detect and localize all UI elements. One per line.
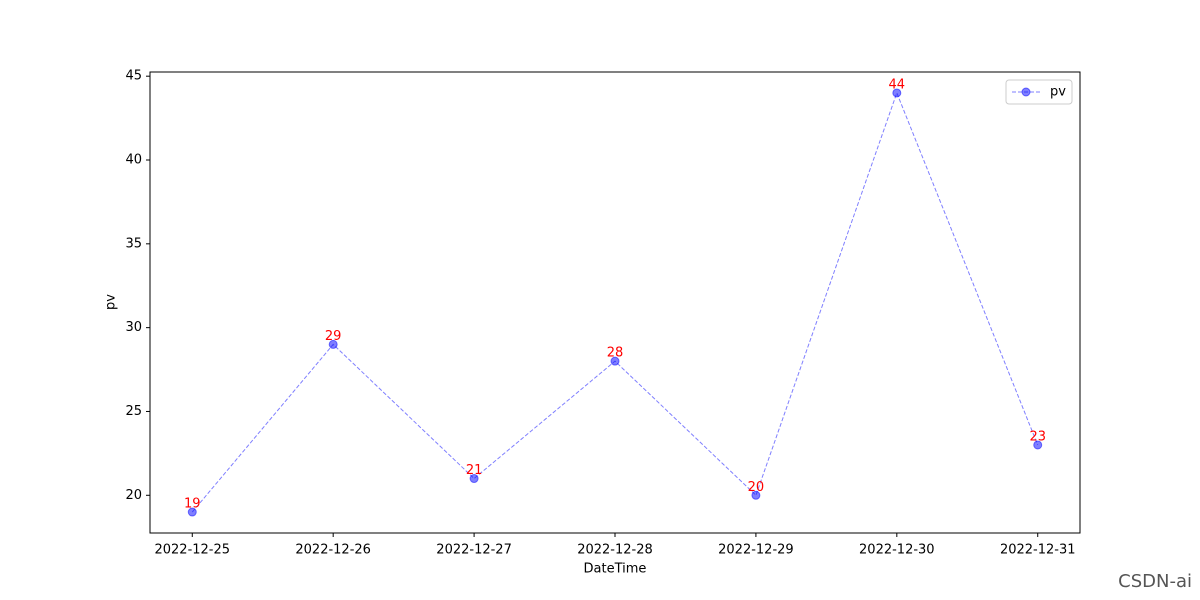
x-axis-label: DateTime <box>584 562 647 577</box>
data-label: 28 <box>607 346 624 361</box>
legend-label: pv <box>1050 85 1066 100</box>
y-tick-label: 40 <box>125 153 142 168</box>
x-tick-label: 2022-12-29 <box>718 543 794 558</box>
y-tick-label: 35 <box>125 236 142 251</box>
x-tick-label: 2022-12-31 <box>1000 543 1076 558</box>
x-tick-label: 2022-12-30 <box>859 543 935 558</box>
x-tick-label: 2022-12-28 <box>577 543 653 558</box>
plot-frame <box>149 71 1081 534</box>
y-tick-label: 25 <box>125 404 142 419</box>
series-line <box>191 91 1039 513</box>
data-point <box>892 88 902 98</box>
x-tick-label: 2022-12-26 <box>295 543 371 558</box>
data-point <box>610 356 620 366</box>
y-tick-label: 30 <box>125 320 142 335</box>
data-point <box>1033 440 1043 450</box>
data-label: 19 <box>184 497 201 512</box>
data-label: 20 <box>748 480 765 495</box>
legend-marker <box>1021 87 1031 97</box>
x-tick-label: 2022-12-27 <box>436 543 512 558</box>
data-label: 23 <box>1029 429 1046 444</box>
data-label: 44 <box>889 77 906 92</box>
y-tick-label: 45 <box>125 69 142 84</box>
y-axis-label: pv <box>104 294 119 310</box>
data-point <box>328 339 338 349</box>
y-tick-label: 20 <box>125 488 142 503</box>
data-label: 21 <box>466 463 483 478</box>
data-point <box>187 507 197 517</box>
x-tick-label: 2022-12-25 <box>154 543 230 558</box>
watermark: CSDN-ai <box>1118 571 1192 592</box>
data-point <box>469 474 479 484</box>
data-label: 29 <box>325 329 342 344</box>
data-point <box>751 490 761 500</box>
